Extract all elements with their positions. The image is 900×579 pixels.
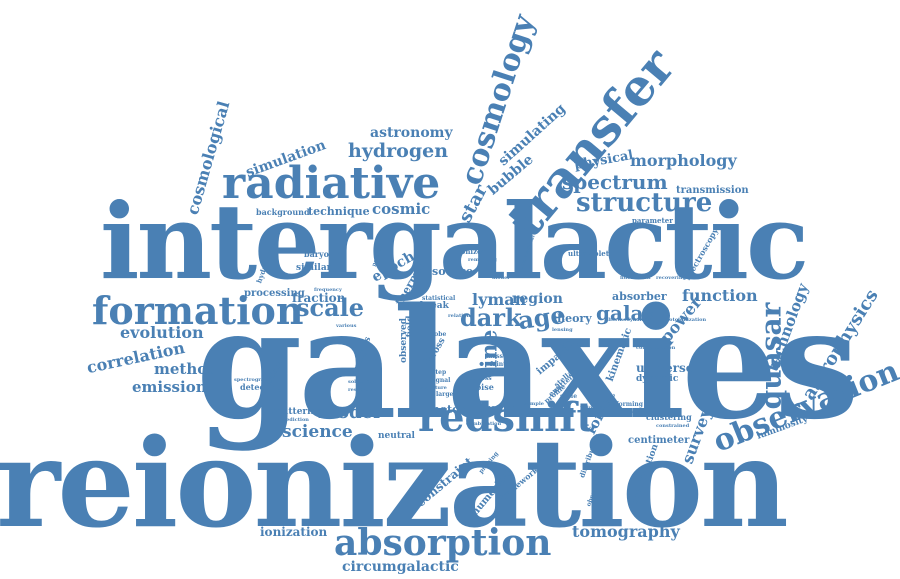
word-astronomy: astronomy	[370, 125, 453, 141]
word-metal: metal	[520, 411, 536, 417]
word-solubility: solubility	[348, 379, 375, 385]
word-model-small: model	[492, 275, 510, 281]
word-fluctuation: fluctuation	[620, 275, 651, 281]
word-constrained: constrained	[656, 423, 690, 429]
word-reionization: reionization	[0, 411, 789, 555]
word-absorption: absorption	[334, 522, 552, 564]
word-function: function	[682, 286, 758, 305]
word-faint: faint	[490, 361, 506, 368]
word-galaxy: galaxy	[596, 301, 668, 325]
word-source: source	[432, 265, 474, 278]
word-lensing: lensing	[552, 327, 573, 333]
word-forming: forming	[616, 401, 643, 408]
word-step: step	[432, 369, 447, 376]
word-region: region	[512, 291, 563, 307]
word-scale-small: scale	[560, 393, 578, 400]
word-remaining: remaining	[468, 257, 497, 263]
word-clustering: clustering	[646, 412, 692, 422]
word-spectrograph: spectrograph	[234, 377, 272, 383]
word-emission: emission	[132, 378, 207, 396]
word-parameter: parameter	[632, 216, 673, 225]
word-scale: scale	[296, 293, 365, 322]
word-transmission: transmission	[676, 185, 749, 196]
word-large: large	[436, 391, 454, 398]
word-lyman: lyman	[472, 290, 527, 309]
word-noise: noise	[470, 382, 494, 392]
word-detecting: detecting	[240, 382, 283, 392]
word-heating: heating	[486, 403, 516, 412]
word-morphology: morphology	[630, 151, 737, 170]
word-baryonic: baryonic	[304, 249, 343, 259]
word-absorber: absorber	[612, 290, 667, 303]
word-lobe: lobe	[432, 331, 447, 338]
word-spectrum: spectrum	[562, 170, 668, 194]
word-signal: signal	[430, 377, 451, 384]
word-cosmic: cosmic	[372, 200, 431, 218]
word-sample: sample	[524, 401, 544, 407]
word-thermodynamics: thermodynamics	[606, 317, 653, 323]
word-dark: dark	[460, 303, 522, 332]
word-hydrogen: hydrogen	[348, 140, 449, 162]
word-fraction: fraction	[292, 291, 346, 305]
word-radiative: radiative	[222, 158, 441, 209]
word-photon: photon	[424, 403, 468, 416]
word-various: various	[336, 323, 357, 329]
word-dynamic: dynamic	[636, 374, 679, 384]
word-universe: universe	[636, 361, 694, 375]
word-ionization: ionization	[260, 525, 328, 539]
word-excess: excess	[470, 375, 492, 382]
word-environment: environment	[612, 409, 648, 415]
word-open: open	[490, 367, 507, 374]
word-field: field	[405, 315, 416, 338]
word-signature: signature	[420, 385, 447, 391]
word-concentration: concentration	[636, 345, 676, 351]
word-processing: processing	[244, 288, 305, 299]
word-circumgalactic: circumgalactic	[342, 559, 459, 575]
word-model: model	[318, 402, 380, 423]
word-method: method	[154, 360, 218, 378]
word-resolution: resolution	[348, 387, 377, 393]
word-intergalactic: intergalactic	[100, 180, 809, 303]
word-break: break	[420, 301, 449, 311]
word-pointing: pointing	[580, 405, 604, 411]
word-centimeter: centimeter	[628, 435, 690, 446]
word-ultraviolet: ultraviolet	[568, 249, 609, 258]
word-ionized: ionized	[458, 247, 487, 256]
word-theory: theory	[552, 312, 592, 325]
word-background: background	[256, 207, 310, 217]
word-relation: relation	[448, 313, 471, 319]
word-recovering: recovering	[656, 275, 686, 281]
word-galaxies: galaxies	[196, 274, 860, 453]
word-structure: structure	[576, 188, 713, 218]
word-photoionization: photoionization	[662, 317, 707, 323]
word-redshift: redshift	[418, 394, 595, 441]
word-statistical: statistical	[422, 295, 456, 302]
word-prediction: prediction	[280, 417, 309, 423]
word-effect: effect	[562, 341, 581, 348]
word-science: science	[282, 422, 353, 442]
word-data: data	[418, 346, 429, 366]
word-neutral: neutral	[378, 431, 415, 441]
word-tomography: tomography	[572, 522, 680, 541]
word-combination: combination	[466, 421, 502, 427]
word-evolution: evolution	[120, 323, 204, 342]
word-formation: formation	[92, 288, 304, 333]
word-frequency: frequency	[314, 287, 342, 293]
word-similar: similar	[296, 263, 332, 273]
word-technique: technique	[308, 205, 370, 218]
word-scattering: scattering	[272, 407, 324, 417]
word-mass: mass	[486, 353, 503, 360]
